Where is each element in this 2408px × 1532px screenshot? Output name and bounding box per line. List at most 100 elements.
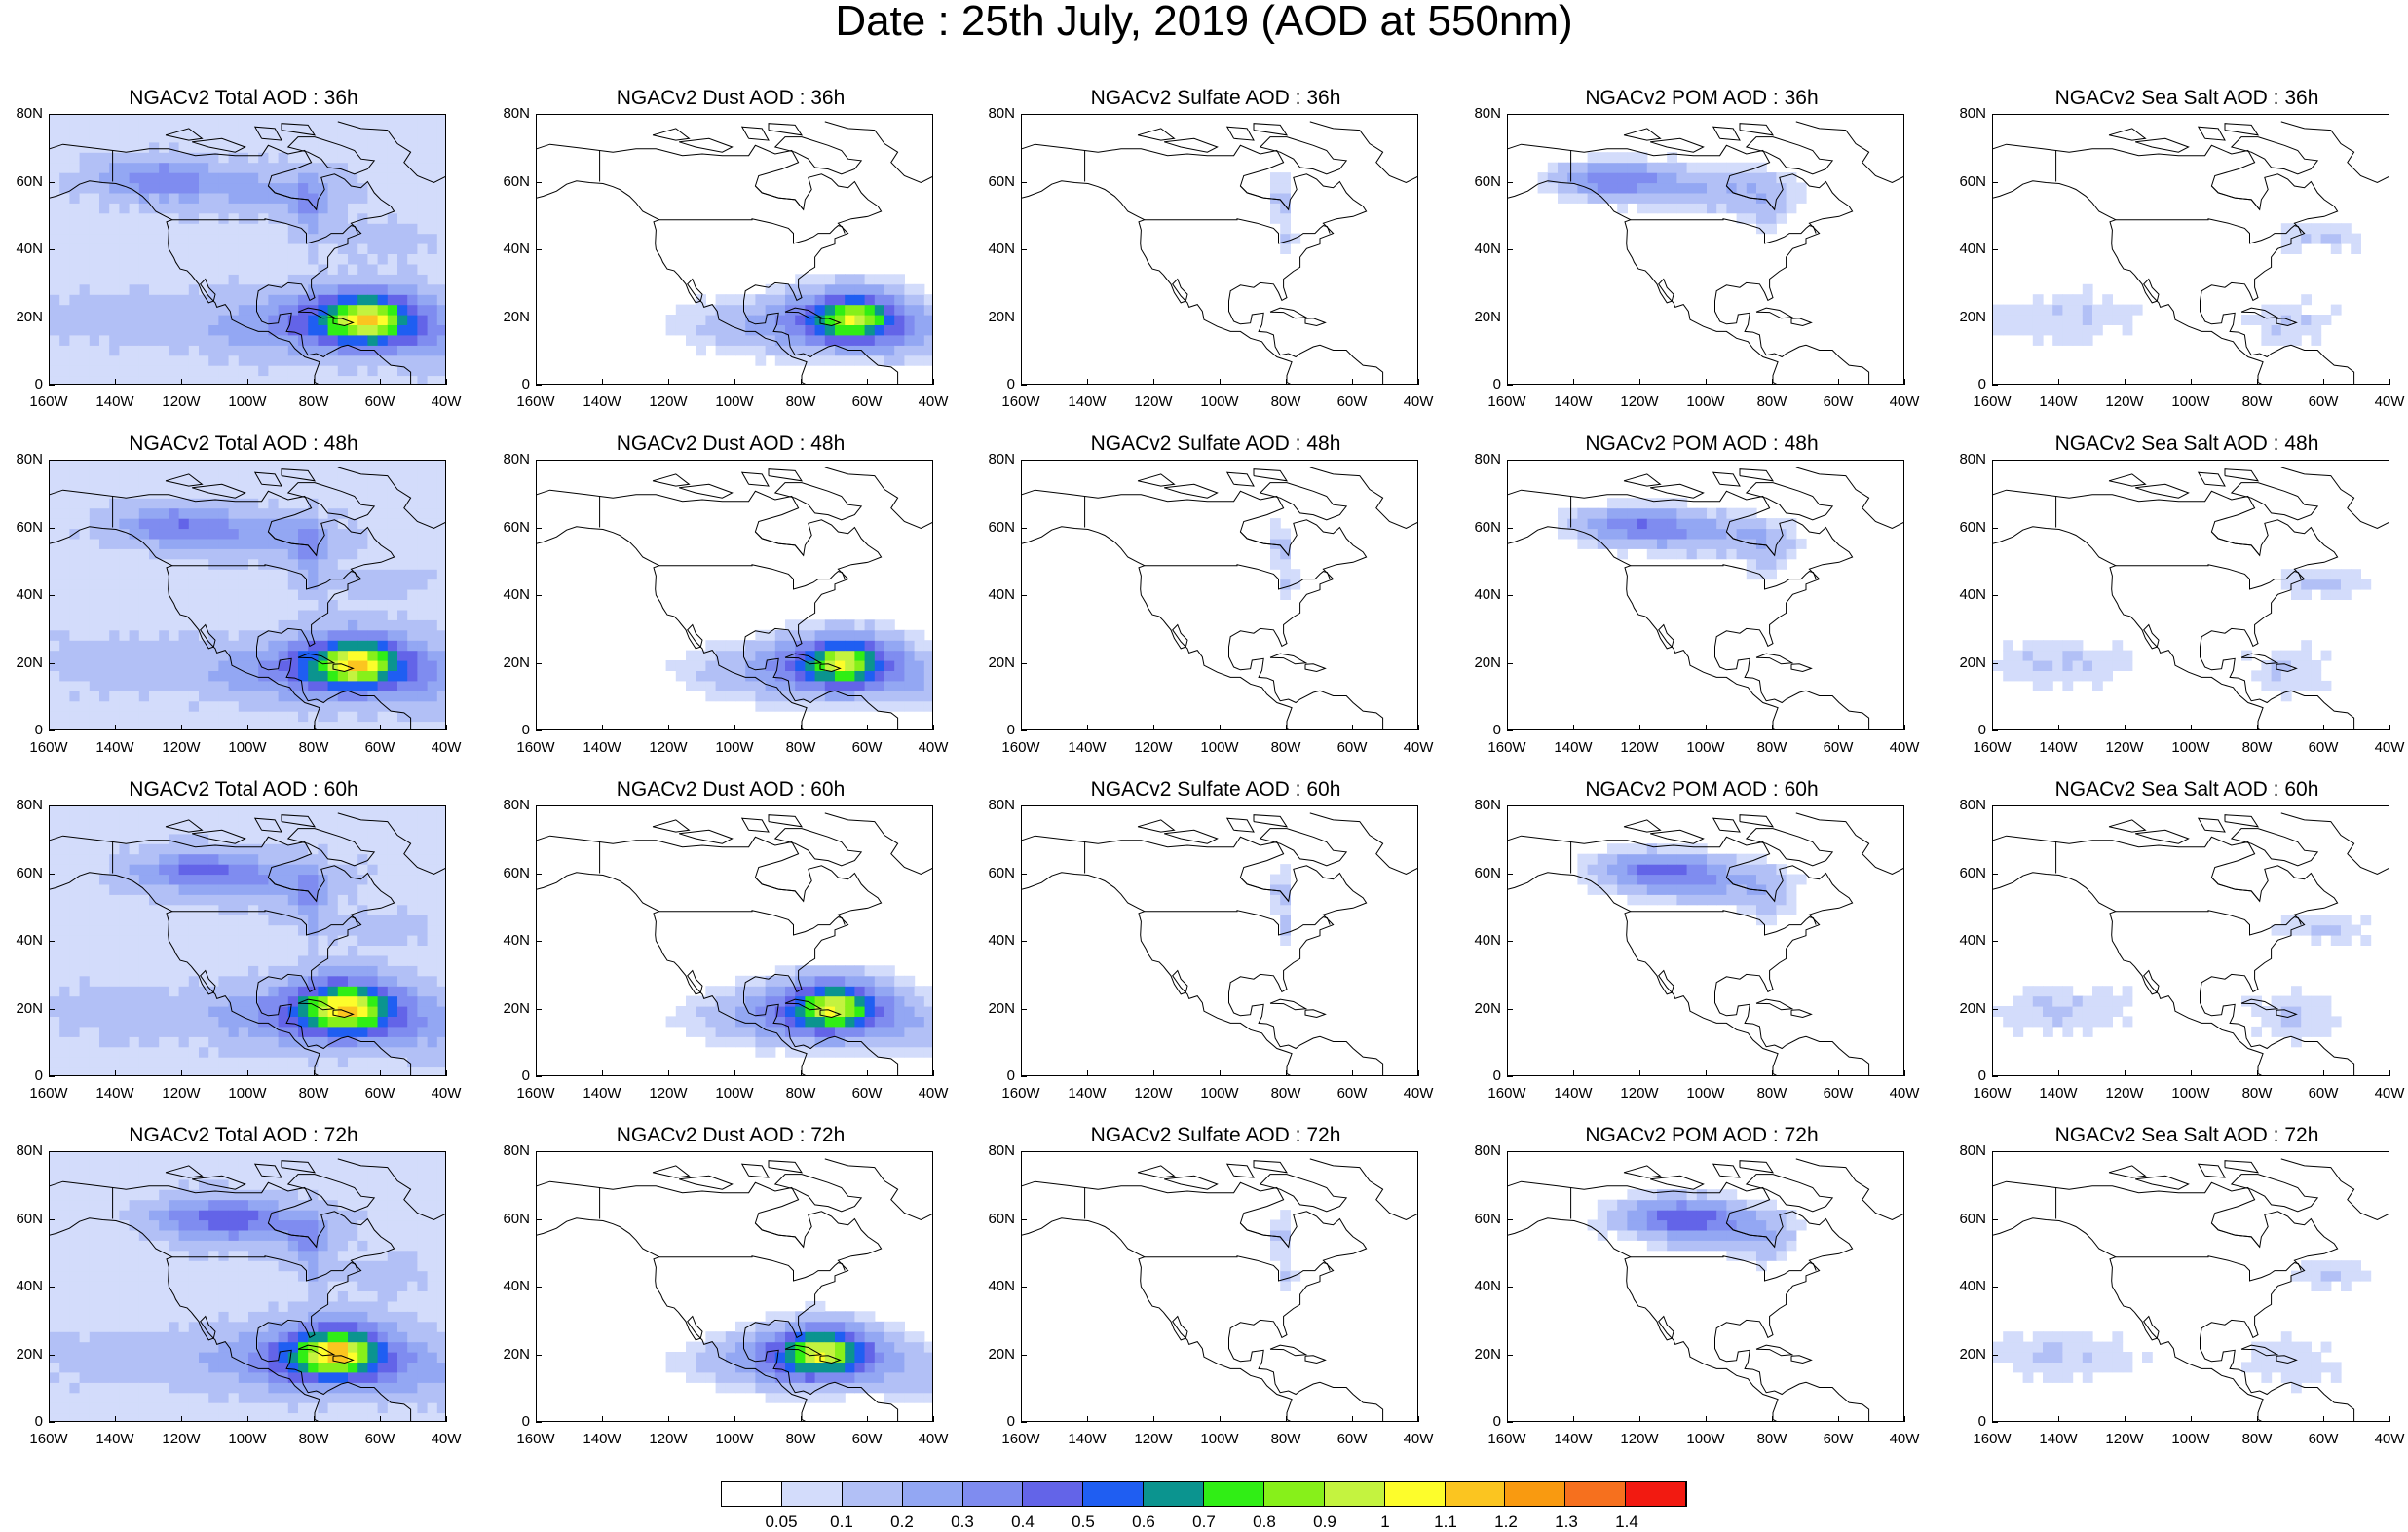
aod-cell [2083,670,2093,681]
aod-cell [159,996,169,1007]
aod-cell [437,467,446,478]
aod-cell [2083,284,2093,295]
aod-cell [139,905,150,915]
aod-cell [69,365,80,376]
aod-cell [2321,223,2332,234]
lat-tick-mark [1021,1009,1027,1010]
aod-cell [130,284,140,295]
aod-cell [378,691,389,701]
aod-cell [417,529,428,540]
aod-cell [298,223,309,234]
aod-cell [90,711,100,722]
aod-cell [1577,854,1588,865]
aod-cell [437,834,446,844]
aod-cell [288,477,299,488]
aod-cell [348,681,358,691]
aod-cell [229,651,240,661]
aod-cell [348,365,358,376]
aod-cell [1766,518,1777,529]
aod-cell [119,681,130,691]
aod-cell [80,345,91,355]
aod-cell [745,1036,756,1047]
aod-cell [130,722,140,730]
aod-cell [378,1006,389,1017]
lon-tick-label: 160W [1480,740,1534,756]
aod-cell [367,1016,378,1027]
aod-cell [169,305,179,316]
aod-cell [69,722,80,730]
aod-cell [239,619,249,630]
aod-cell [159,600,169,611]
aod-cell [397,619,408,630]
aod-cell [239,518,249,529]
aod-cell [2301,670,2312,681]
aod-cell [854,355,865,366]
lon-tick-label: 100W [1678,394,1733,410]
aod-cell [904,1047,915,1058]
aod-cell [407,284,418,295]
lon-tick-mark [801,1070,802,1076]
aod-cell [1716,854,1727,865]
aod-cell [2291,651,2302,661]
aod-cell [90,660,100,671]
aod-cell [288,701,299,712]
aod-cell [199,254,209,265]
aod-cell [1716,172,1727,183]
lat-tick-mark [49,663,55,664]
aod-cell [229,1027,240,1037]
lon-tick-label: 40W [906,740,960,756]
aod-cell [815,355,826,366]
aod-cell [428,986,438,996]
lon-tick-mark [1087,725,1088,730]
lat-tick-label: 60N [1462,520,1501,536]
lon-tick-label: 60W [2296,394,2351,410]
aod-cell [159,976,169,987]
aod-cell [149,651,160,661]
aod-cell [239,894,249,905]
aod-cell [2291,670,2302,681]
aod-cell [109,1047,120,1058]
aod-cell [428,955,438,966]
aod-cell [904,670,915,681]
coastline-path [1227,127,1254,140]
aod-cell [130,935,140,946]
aod-cell [268,122,279,132]
aod-cell [268,946,279,956]
aod-cell [199,915,209,925]
aod-cell [2281,324,2292,335]
aod-cell [50,335,60,346]
aod-cell [755,355,766,366]
aod-cell [318,467,328,478]
aod-map [1022,806,1418,1076]
aod-cell [80,1016,91,1027]
aod-cell [397,508,408,519]
aod-cell [2321,315,2332,325]
aod-cell [99,1036,110,1047]
lon-tick-mark [49,1070,50,1076]
aod-cell [2112,651,2123,661]
aod-cell [149,559,160,570]
aod-cell [1676,884,1687,895]
aod-cell [90,508,100,519]
aod-cell [1598,518,1608,529]
aod-cell [279,234,289,244]
aod-cell [805,284,815,295]
aod-cell [428,722,438,730]
aod-cell [388,1036,398,1047]
aod-cell [119,264,130,275]
aod-cell [239,203,249,213]
aod-cell [248,163,259,173]
aod-cell [357,461,368,468]
aod-cell [69,243,80,254]
aod-cell [189,122,200,132]
aod-cell [894,670,905,681]
aod-cell [248,1057,259,1067]
aod-cell [1558,193,1568,204]
aod-cell [407,223,418,234]
aod-cell [348,986,358,996]
aod-cell [894,681,905,691]
aod-cell [825,294,836,305]
aod-cell [80,806,91,814]
aod-cell [825,284,836,295]
aod-cell [239,274,249,284]
